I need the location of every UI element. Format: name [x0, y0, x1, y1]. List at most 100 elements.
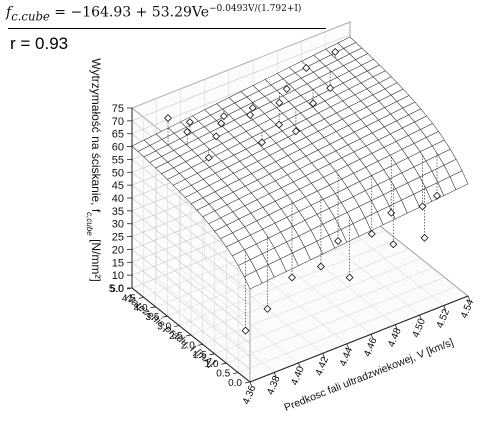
y-tick-label: 2.5: [169, 331, 183, 342]
data-point: [263, 304, 272, 313]
x-tick-label: 4.54: [459, 298, 477, 321]
data-point: [282, 85, 291, 93]
equation-lhs-subscript: c.cube: [11, 9, 50, 24]
x-tick-label: 4.50: [411, 317, 429, 340]
y-tick-label: 0.5: [216, 369, 230, 380]
x-tick: [443, 305, 447, 311]
x-tick: [346, 343, 350, 349]
z-tick-label: 55: [112, 154, 124, 166]
data-point: [183, 127, 192, 136]
surface-cell: [449, 170, 469, 191]
x-tick: [370, 334, 374, 340]
equation-exponent: −0.0493V/(1.792+I): [209, 4, 302, 14]
correlation-label: r = 0.93: [10, 34, 69, 53]
z-tick-label: 50: [112, 167, 124, 179]
y-tick-label: 5.0: [110, 284, 124, 295]
data-point: [433, 191, 441, 200]
x-tick-label: 4.42: [314, 355, 332, 378]
data-point: [219, 112, 228, 121]
data-point: [387, 208, 396, 217]
z-tick-label: 65: [112, 129, 124, 141]
x-tick: [249, 381, 253, 388]
x-tick: [298, 362, 301, 369]
x-tick: [419, 314, 422, 321]
z-tick-label: 15: [112, 257, 124, 269]
data-point: [291, 127, 300, 136]
data-point: [309, 99, 318, 108]
y-tick: [197, 344, 203, 346]
z-axis-title-subscript: c,cube: [86, 212, 95, 236]
data-point: [288, 273, 296, 282]
x-tick: [394, 324, 398, 330]
y-tick: [162, 315, 168, 318]
model-equation: fc.cube = −164.93 + 53.29Ve−0.0493V/(1.7…: [6, 4, 301, 23]
y-tick: [221, 362, 227, 365]
data-point: [331, 47, 340, 56]
y-tick: [233, 372, 239, 374]
y-tick: [150, 306, 156, 309]
data-point: [248, 103, 257, 112]
x-tick-label: 4.48: [386, 326, 404, 349]
z-tick-label: 10: [112, 270, 124, 282]
z-tick-label: 45: [112, 180, 124, 192]
data-point: [212, 132, 221, 141]
z-tick-label: 20: [112, 244, 124, 256]
x-tick: [322, 353, 326, 359]
x-axis-line: [249, 295, 469, 383]
data-point: [217, 119, 226, 128]
data-point: [164, 114, 172, 123]
z-tick-label: 25: [112, 232, 124, 244]
x-tick-label: 4.40: [289, 364, 307, 387]
y-tick: [174, 325, 180, 327]
data-point: [326, 84, 335, 93]
y-tick-label: 2.0: [181, 340, 195, 351]
y-tick-label: 0.0: [228, 378, 242, 389]
y-tick-label: 4.0: [134, 303, 148, 314]
y-tick-label: 1.0: [204, 359, 218, 370]
z-axis-title-unit: [N/mm²]: [89, 236, 103, 282]
data-point: [367, 229, 376, 238]
data-point: [246, 111, 255, 119]
x-tick: [273, 372, 277, 378]
x-tick: [467, 295, 471, 302]
z-tick-label: 70: [112, 116, 124, 128]
data-point: [275, 120, 284, 129]
z-tick-label: 60: [112, 142, 124, 154]
y-tick: [244, 381, 251, 384]
y-tick-label: 4.5: [122, 293, 136, 304]
data-point: [420, 233, 429, 242]
data-point: [418, 202, 427, 211]
data-point: [345, 273, 354, 282]
y-tick-label: 3.0: [157, 322, 171, 333]
y-tick: [209, 353, 215, 356]
x-tick-label: 4.44: [338, 345, 356, 368]
x-tick-label: 4.38: [265, 374, 283, 397]
equation-rhs: = −164.93 + 53.29Ve: [49, 4, 209, 21]
z-axis-title: Wytrzymałość na ściskanie, fc,cube [N/mm…: [86, 58, 104, 282]
z-tick-label: 40: [112, 193, 124, 205]
data-point: [334, 237, 343, 245]
z-axis-title-main: Wytrzymałość na ściskanie, f: [89, 58, 103, 213]
z-tick-label: 35: [112, 206, 124, 218]
data-point: [185, 118, 194, 127]
z-tick-label: 75: [112, 103, 124, 115]
z-tick-label: 5.0: [109, 283, 124, 295]
equation-underline: [8, 28, 326, 29]
x-tick-label: 4.46: [362, 336, 380, 359]
equation-lhs: f: [6, 4, 12, 21]
y-tick-label: 3.5: [145, 312, 159, 323]
data-point: [389, 240, 398, 249]
y-tick-label: 1.5: [193, 350, 207, 361]
data-point: [204, 153, 213, 162]
data-point: [302, 64, 311, 72]
z-tick-label: 30: [112, 219, 124, 231]
y-tick: [138, 297, 144, 299]
y-tick: [185, 334, 192, 337]
data-point: [241, 326, 250, 335]
data-point: [257, 138, 266, 147]
x-tick-label: 4.36: [241, 384, 259, 407]
data-point: [316, 262, 325, 271]
x-tick-label: 4.52: [435, 307, 453, 330]
data-point: [275, 98, 284, 107]
